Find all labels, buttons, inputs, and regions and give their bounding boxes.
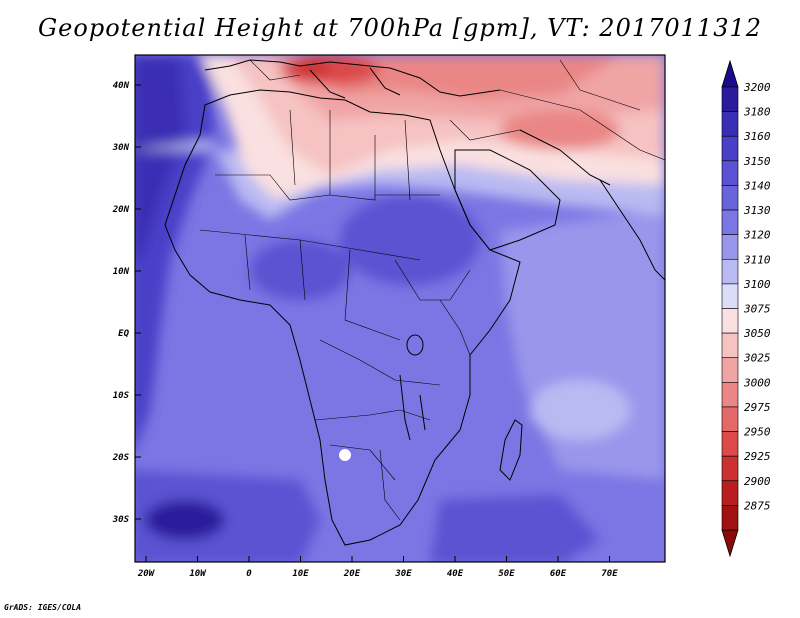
- colorbar-swatch: [721, 86, 739, 112]
- colorbar-swatch: [721, 382, 739, 408]
- coastline: [164, 59, 665, 546]
- colorbar-label: 3140: [743, 179, 771, 192]
- colorbar-swatch: [721, 505, 739, 531]
- colorbar-swatch: [721, 455, 739, 482]
- colorbar-label: 3130: [743, 204, 771, 217]
- lon-tick-label: 20E: [343, 569, 361, 579]
- lat-tick-label: 30N: [112, 143, 130, 153]
- colorbar-label: 2925: [744, 450, 771, 463]
- lon-tick-label: 20W: [137, 569, 156, 579]
- colorbar-label: 3150: [743, 155, 771, 168]
- colorbar-swatch: [721, 209, 739, 235]
- colorbar-swatch: [721, 283, 739, 309]
- lat-tick-label: 30S: [112, 515, 130, 525]
- colorbar: 3200 3180 3160 3150 3140 3130 3120 3110 3100 3075…: [721, 59, 771, 558]
- lat-tick-label: EQ: [118, 329, 129, 339]
- grads-credit: GrADS: IGES/COLA: [4, 603, 82, 612]
- colorbar-label: 3200: [743, 81, 771, 94]
- lat-tick-label: 10S: [113, 391, 130, 401]
- colorbar-bottom-arrow: [721, 529, 739, 558]
- lon-tick-label: 40E: [447, 569, 464, 579]
- lon-tick-label: 10E: [292, 569, 309, 579]
- lon-tick-label: 0: [246, 569, 252, 579]
- lon-tick-label: 60E: [550, 569, 567, 579]
- colorbar-label: 3180: [743, 106, 771, 119]
- colorbar-label: 3025: [743, 352, 771, 365]
- geopotential-field: [135, 55, 665, 562]
- lon-tick-label: 70E: [601, 569, 618, 579]
- colorbar-label: 3100: [743, 278, 771, 291]
- country-borders: [199, 59, 665, 521]
- map-title: Geopotential Height at 700hPa [gpm], VT:…: [38, 14, 762, 42]
- colorbar-label: 2975: [744, 401, 771, 414]
- lon-tick-label: 50E: [498, 569, 515, 579]
- colorbar-swatch: [721, 160, 739, 186]
- colorbar-label: 3000: [743, 376, 771, 389]
- colorbar-swatch: [721, 480, 739, 506]
- colorbar-label: 3110: [743, 253, 771, 266]
- colorbar-label: 3050: [743, 327, 771, 340]
- colorbar-top-arrow: [721, 59, 739, 88]
- latitude-axis: 40N 30N 20N 10N EQ 10S 20S 30S: [112, 81, 141, 525]
- map-frame: [134, 54, 666, 563]
- colorbar-swatch: [721, 185, 739, 211]
- colorbar-swatch: [721, 111, 739, 137]
- colorbar-label: 2900: [744, 475, 771, 488]
- lon-tick-label: 30E: [394, 569, 412, 579]
- lat-tick-label: 10N: [113, 267, 130, 277]
- colorbar-label: 3120: [743, 229, 771, 242]
- colorbar-swatch: [721, 135, 739, 162]
- colorbar-label: 2875: [744, 499, 771, 512]
- colorbar-swatch: [721, 258, 739, 285]
- lat-tick-label: 20S: [112, 453, 130, 463]
- colorbar-label: 3160: [743, 130, 771, 143]
- lat-tick-label: 20N: [112, 205, 130, 215]
- colorbar-label: 2950: [744, 426, 771, 439]
- longitude-axis: 20W 10W 0 10E 20E 30E 40E 50E 60E 70E: [137, 556, 618, 579]
- colorbar-swatch: [721, 332, 739, 359]
- colorbar-swatch: [721, 357, 739, 383]
- lat-tick-label: 40N: [113, 81, 130, 91]
- lon-tick-label: 10W: [189, 569, 207, 579]
- colorbar-swatch: [721, 234, 739, 260]
- colorbar-label: 3075: [743, 303, 771, 316]
- colorbar-swatch: [721, 431, 739, 457]
- colorbar-swatch: [721, 406, 739, 432]
- colorbar-swatch: [721, 308, 739, 334]
